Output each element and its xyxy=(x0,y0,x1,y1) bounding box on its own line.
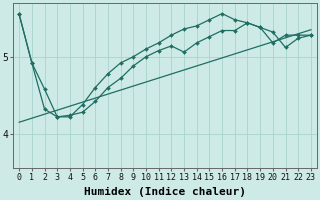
X-axis label: Humidex (Indice chaleur): Humidex (Indice chaleur) xyxy=(84,187,246,197)
